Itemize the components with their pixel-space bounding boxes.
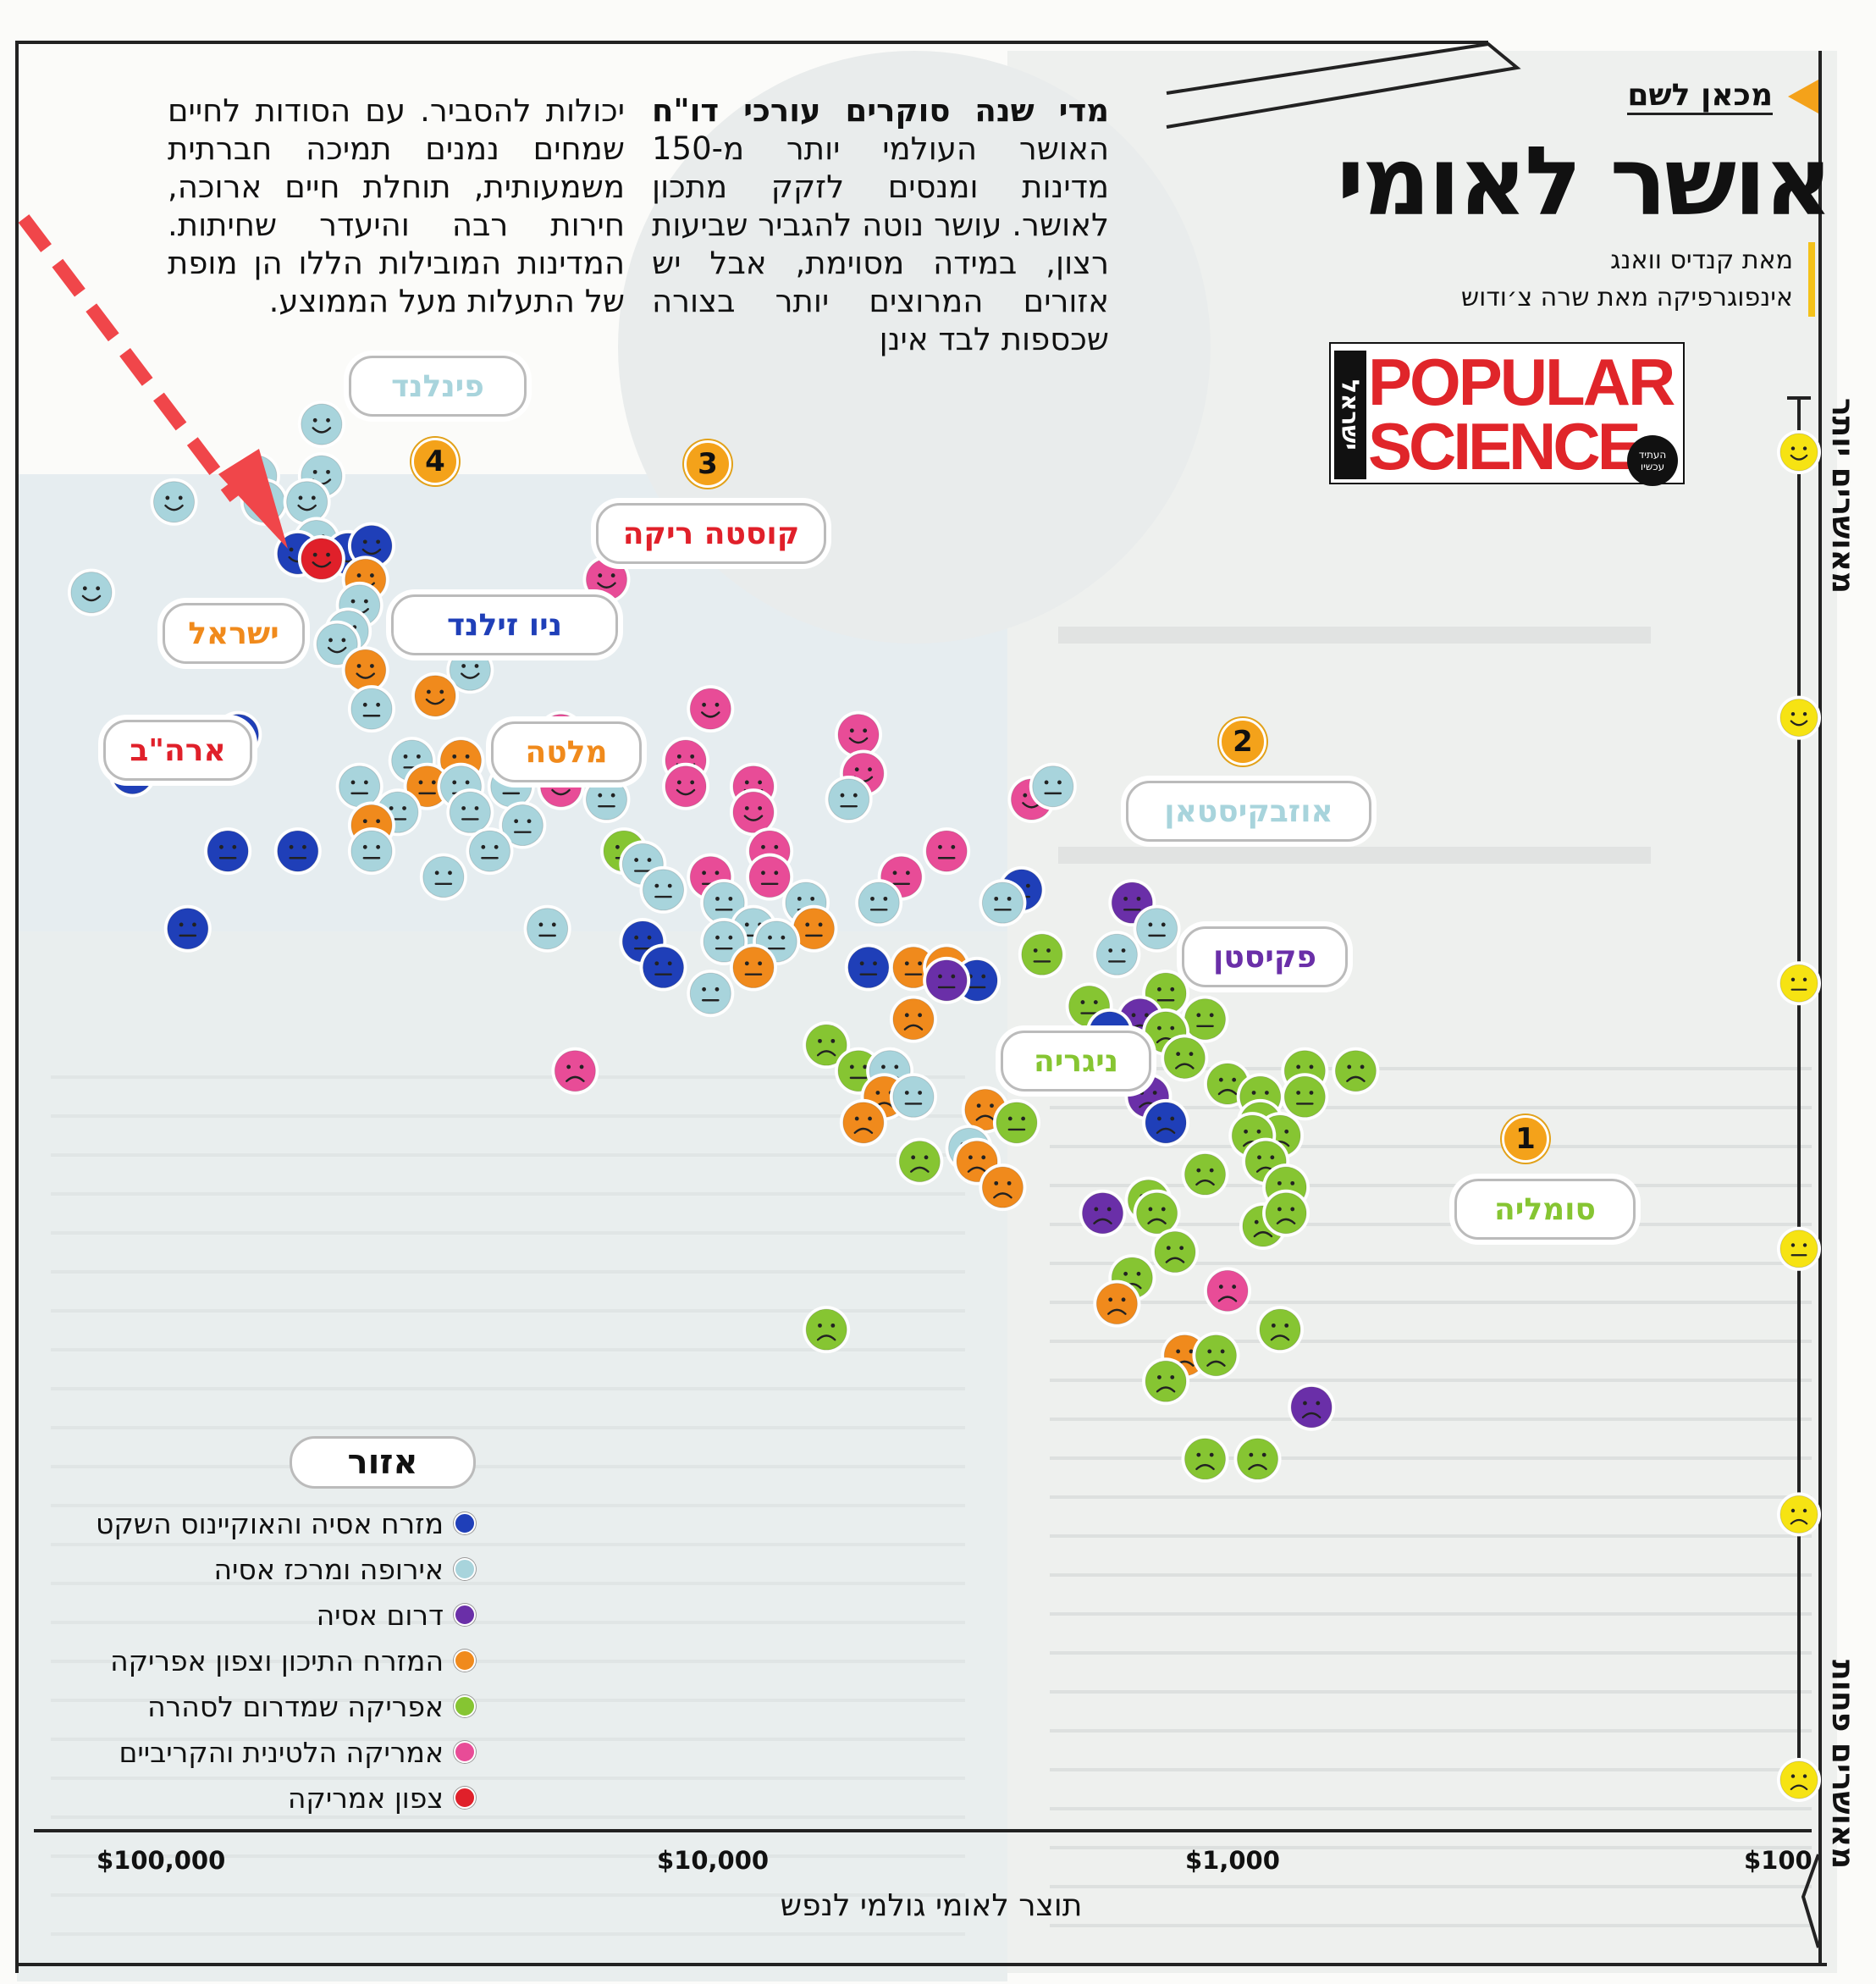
legend-list: מזרח אסיה והאוקיינוס השקט אירופה ומרכז אס…	[69, 1500, 476, 1821]
badge-2: 2	[1219, 718, 1266, 765]
callout-nigeria: ניגריה	[1001, 1031, 1151, 1091]
legend-label: אפריקה שמדרום לסהרה	[147, 1689, 444, 1723]
logo-tagline: העתיד עכשיו	[1627, 435, 1678, 486]
popular-science-logo: ישראל POPULAR SCIENCE העתיד עכשיו	[1329, 342, 1685, 486]
frame-top-border	[15, 41, 1488, 44]
legend-swatch	[454, 1558, 476, 1580]
background-headline-block	[1058, 627, 1651, 864]
x-axis-line	[34, 1829, 1812, 1832]
legend-swatch	[454, 1741, 476, 1763]
legend-label: אירופה ומרכז אסיה	[213, 1552, 444, 1586]
legend-item: מזרח אסיה והאוקיינוס השקט	[69, 1500, 476, 1546]
x-tick-10000: $10,000	[657, 1846, 770, 1875]
callout-malta: מלטה	[491, 721, 642, 782]
callout-usa: ארה"ב	[103, 720, 252, 781]
callout-new-zealand: ניו זילנד	[391, 594, 618, 655]
legend-label: אמריקה הלטינית והקריביים	[119, 1735, 444, 1769]
intro-text-1: האושר העולמי יותר מ-150 מדינות ומנסים לז…	[652, 130, 1109, 357]
x-tick-1000: $1,000	[1185, 1846, 1280, 1875]
scale-bottom-label: מאושרים פחות	[1825, 1660, 1860, 1870]
legend-item: אמריקה הלטינית והקריביים	[69, 1729, 476, 1775]
page-title: אושר לאומי	[1336, 127, 1833, 237]
callout-uzbekistan: אוזבקיסטאן	[1126, 781, 1371, 842]
x-tick-100000: $100,000	[97, 1846, 226, 1875]
happiness-scale-line	[1797, 398, 1801, 1795]
byline: מאת קנדיס וואנג אינפוגרפיקה מאת שרה צ׳וד…	[1222, 242, 1815, 317]
legend-swatch	[454, 1787, 476, 1809]
legend-item: אפריקה שמדרום לסהרה	[69, 1683, 476, 1729]
author: מאת קנדיס וואנג	[1610, 246, 1793, 275]
legend-swatch	[454, 1650, 476, 1672]
x-tick-100: $100	[1744, 1846, 1813, 1875]
scale-top-label: מאושרים יותר	[1825, 398, 1860, 594]
kicker: מכאן לשם	[1480, 76, 1818, 117]
logo-line1: POPULAR	[1368, 345, 1675, 419]
legend-item: דרום אסיה	[69, 1592, 476, 1638]
frame-left-border	[15, 42, 19, 1973]
legend-swatch	[454, 1604, 476, 1626]
kicker-text: מכאן לשם	[1627, 78, 1773, 115]
intro-column-2: יכולות להסביר. עם הסודות לחיים שמחים נמנ…	[168, 92, 625, 319]
legend-item: המזרח התיכון וצפון אפריקה	[69, 1638, 476, 1683]
logo-line2: SCIENCE	[1368, 409, 1642, 484]
frame-right-border	[1818, 51, 1822, 1965]
legend-swatch	[454, 1695, 476, 1717]
legend-label: צפון אמריקה	[287, 1781, 444, 1815]
callout-israel: ישראל	[163, 603, 305, 664]
badge-3: 3	[684, 440, 731, 488]
legend-label: דרום אסיה	[316, 1598, 444, 1632]
legend-title: אזור	[290, 1436, 476, 1489]
legend-label: המזרח התיכון וצפון אפריקה	[110, 1644, 444, 1677]
callout-somalia: סומליה	[1454, 1179, 1636, 1240]
frame-bottom-border	[15, 1963, 1827, 1966]
callout-pakistan: פקיסטן	[1182, 926, 1348, 987]
callout-costa-rica: קוסטה ריקה	[596, 503, 826, 564]
badge-1: 1	[1502, 1115, 1549, 1163]
intro-column-1: מדי שנה סוקרים עורכי דו"ח האושר העולמי י…	[652, 91, 1109, 358]
infographic-credit: אינפוגרפיקה מאת שרה צ׳ודוש	[1460, 283, 1793, 312]
happiness-scale-cap	[1787, 396, 1811, 400]
background-text-lines-left	[51, 1050, 965, 1965]
legend-swatch	[454, 1512, 476, 1534]
callout-finland: פינלנד	[349, 356, 527, 417]
legend-label: מזרח אסיה והאוקיינוס השקט	[95, 1506, 444, 1540]
intro-lead: מדי שנה סוקרים עורכי דו"ח	[652, 92, 1109, 129]
data-point-europe_central_asia	[297, 401, 345, 449]
logo-side-text: ישראל	[1334, 351, 1366, 479]
background-text-lines	[1050, 1042, 1812, 1956]
legend-item: אירופה ומרכז אסיה	[69, 1546, 476, 1592]
legend-item: צפון אמריקה	[69, 1775, 476, 1821]
x-axis-title: תוצר לאומי גולמי לנפש	[780, 1888, 1083, 1923]
triangle-icon	[1788, 80, 1818, 113]
badge-4: 4	[411, 438, 459, 485]
